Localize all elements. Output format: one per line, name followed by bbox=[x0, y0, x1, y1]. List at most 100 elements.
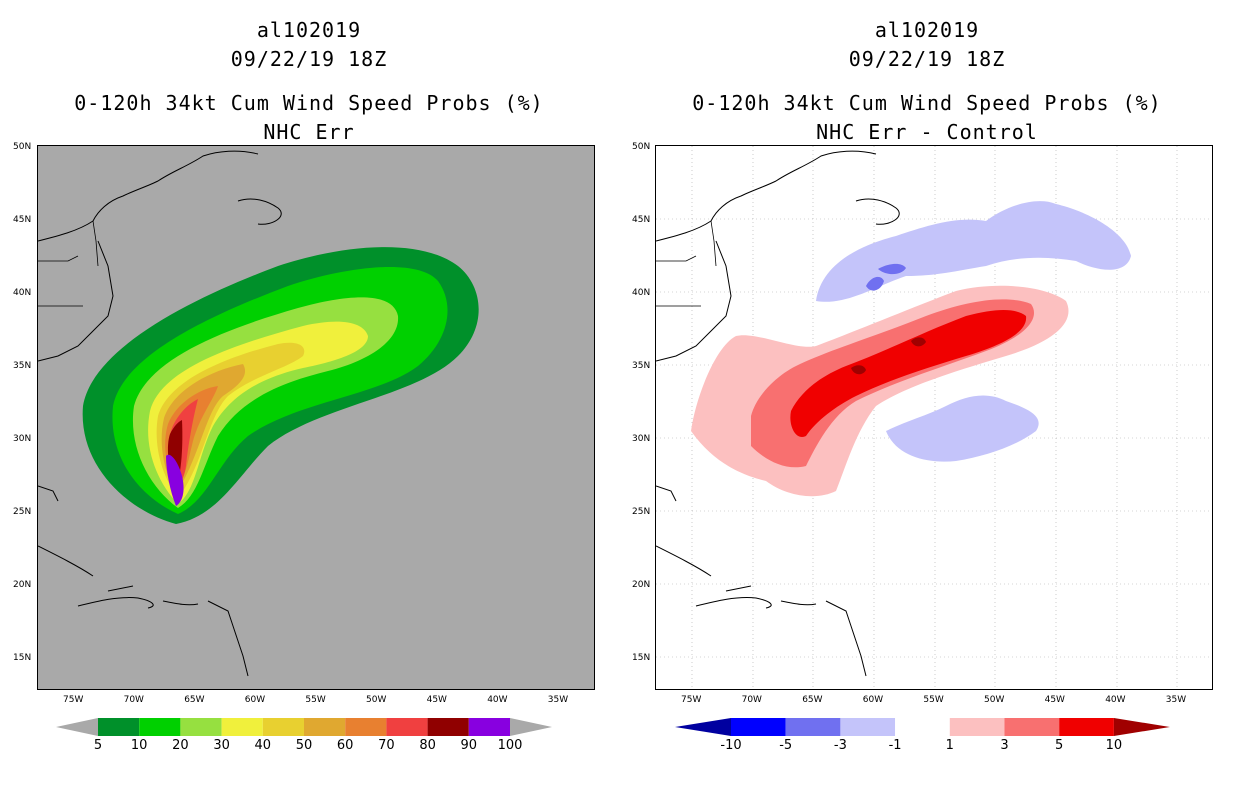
colorbar-segment bbox=[345, 718, 387, 736]
lat-label: 50N bbox=[13, 142, 32, 152]
coastline bbox=[656, 150, 900, 677]
colorbar-left-cap bbox=[56, 718, 98, 736]
state-borders bbox=[656, 220, 717, 307]
colorbar-label: 30 bbox=[213, 738, 230, 753]
colorbar-label: 3 bbox=[1000, 738, 1009, 753]
colorbar-segment bbox=[98, 718, 140, 736]
lat-label: 30N bbox=[13, 434, 32, 444]
right-title: 0-120h 34kt Cum Wind Speed Probs (%) bbox=[692, 91, 1162, 115]
right-colorbar bbox=[675, 718, 1170, 736]
lon-label: 70W bbox=[123, 695, 144, 705]
colorbar-label: 20 bbox=[172, 738, 189, 753]
colorbar-segment bbox=[427, 718, 469, 736]
lon-label: 55W bbox=[923, 695, 944, 705]
colorbar-segment bbox=[304, 718, 346, 736]
lat-label: 40N bbox=[632, 288, 651, 298]
colorbar-label: 80 bbox=[419, 738, 436, 753]
lat-label: 25N bbox=[632, 507, 651, 517]
lon-label: 35W bbox=[547, 695, 569, 705]
prob-90-contour bbox=[166, 454, 184, 506]
lat-label: 45N bbox=[13, 215, 32, 225]
lon-label: 60W bbox=[244, 695, 266, 705]
lat-label: 40N bbox=[13, 288, 32, 298]
left-datetime: 09/22/19 18Z bbox=[230, 47, 388, 71]
colorbar-label: -5 bbox=[779, 738, 793, 753]
colorbar-label: -10 bbox=[720, 738, 742, 753]
lon-label: 35W bbox=[1165, 695, 1187, 705]
prob-30-contour bbox=[148, 321, 368, 504]
coastline bbox=[38, 150, 282, 677]
right-difference-map bbox=[655, 145, 1213, 690]
lat-label: 20N bbox=[13, 580, 32, 590]
left-colorbar bbox=[56, 718, 552, 736]
left-storm-id: al102019 bbox=[256, 18, 362, 42]
state-borders bbox=[38, 220, 99, 307]
colorbar-right-cap bbox=[510, 718, 552, 736]
colorbar-label: 5 bbox=[1055, 738, 1064, 753]
neg-3-area-north bbox=[866, 263, 906, 291]
colorbar-segment bbox=[1059, 718, 1114, 736]
colorbar-segment bbox=[895, 718, 950, 736]
colorbar-segment bbox=[840, 718, 896, 736]
lat-label: 20N bbox=[632, 580, 651, 590]
colorbar-segment bbox=[386, 718, 428, 736]
lon-label: 75W bbox=[63, 695, 84, 705]
left-map-svg bbox=[38, 150, 479, 677]
right-map-svg bbox=[656, 146, 1212, 689]
colorbar-label: 10 bbox=[1105, 738, 1123, 753]
colorbar-label: 5 bbox=[93, 738, 103, 753]
lat-label: 45N bbox=[632, 215, 651, 225]
colorbar-label: -3 bbox=[833, 738, 847, 753]
lon-label: 45W bbox=[1044, 695, 1065, 705]
colorbar-label: 60 bbox=[336, 738, 354, 753]
lon-label: 40W bbox=[487, 695, 508, 705]
colorbar-segment bbox=[1004, 718, 1060, 736]
lon-label: 40W bbox=[1105, 695, 1126, 705]
colorbar-label: 70 bbox=[378, 738, 395, 753]
colorbar-segment bbox=[221, 718, 263, 736]
lat-label: 25N bbox=[13, 507, 32, 517]
colorbar-label: 100 bbox=[497, 738, 523, 753]
pos-5-area bbox=[790, 310, 1027, 437]
pos-10-area bbox=[851, 337, 926, 375]
colorbar-segment bbox=[949, 718, 1005, 736]
colorbar-label: 90 bbox=[460, 738, 478, 753]
lon-label: 70W bbox=[741, 695, 762, 705]
colorbar-label: 10 bbox=[130, 738, 148, 753]
colorbar-segment bbox=[262, 718, 304, 736]
left-probability-map bbox=[37, 145, 595, 690]
lat-label: 50N bbox=[632, 142, 651, 152]
lon-label: 60W bbox=[862, 695, 884, 705]
left-title: 0-120h 34kt Cum Wind Speed Probs (%) bbox=[74, 91, 544, 115]
lon-label: 50W bbox=[366, 695, 387, 705]
right-subtitle: NHC Err - Control bbox=[816, 120, 1038, 144]
lat-label: 35N bbox=[13, 361, 32, 371]
lat-label: 15N bbox=[632, 653, 651, 663]
neg-1-area-south bbox=[886, 395, 1039, 462]
lon-label: 65W bbox=[802, 695, 823, 705]
colorbar-segment bbox=[139, 718, 181, 736]
lon-label: 45W bbox=[426, 695, 447, 705]
prob-40-contour bbox=[156, 342, 305, 498]
lat-label: 30N bbox=[632, 434, 651, 444]
colorbar-segment bbox=[785, 718, 841, 736]
lat-label: 15N bbox=[13, 653, 32, 663]
lon-label: 55W bbox=[305, 695, 326, 705]
colorbar-label: -1 bbox=[888, 738, 902, 753]
colorbar-segment bbox=[731, 718, 786, 736]
left-subtitle: NHC Err bbox=[263, 120, 355, 144]
lon-label: 65W bbox=[184, 695, 205, 705]
right-storm-id: al102019 bbox=[874, 18, 980, 42]
lon-label: 50W bbox=[984, 695, 1005, 705]
colorbar-segment bbox=[468, 718, 510, 736]
colorbar-segment bbox=[180, 718, 222, 736]
colorbar-label: 50 bbox=[295, 738, 313, 753]
lat-label: 35N bbox=[632, 361, 651, 371]
neg-1-area-north bbox=[816, 201, 1131, 302]
colorbar-label: 40 bbox=[254, 738, 272, 753]
colorbar-label: 1 bbox=[945, 738, 954, 753]
colorbar-left-cap bbox=[675, 718, 731, 736]
lon-label: 75W bbox=[681, 695, 702, 705]
colorbar-right-cap bbox=[1113, 718, 1170, 736]
right-datetime: 09/22/19 18Z bbox=[848, 47, 1006, 71]
